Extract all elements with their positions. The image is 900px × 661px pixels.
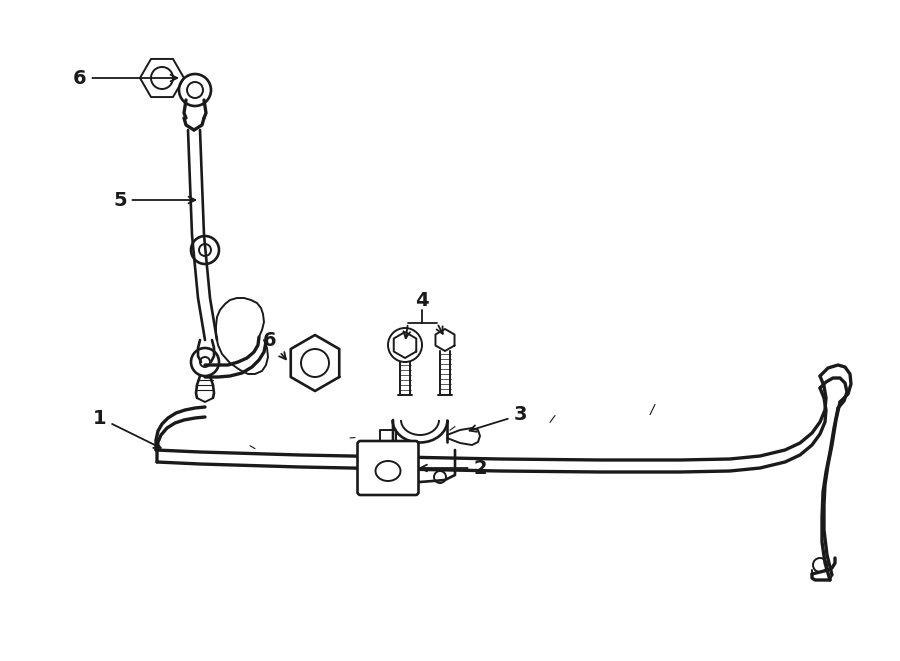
Text: 1: 1 bbox=[94, 408, 161, 448]
Text: 2: 2 bbox=[420, 459, 487, 477]
Text: 3: 3 bbox=[470, 405, 526, 432]
Text: 6: 6 bbox=[263, 330, 286, 360]
Polygon shape bbox=[140, 59, 184, 97]
FancyBboxPatch shape bbox=[357, 441, 418, 495]
Polygon shape bbox=[436, 329, 454, 351]
Text: 6: 6 bbox=[73, 69, 177, 87]
Polygon shape bbox=[291, 335, 339, 391]
Text: 5: 5 bbox=[113, 190, 195, 210]
Text: 4: 4 bbox=[415, 290, 428, 309]
Polygon shape bbox=[393, 332, 417, 358]
